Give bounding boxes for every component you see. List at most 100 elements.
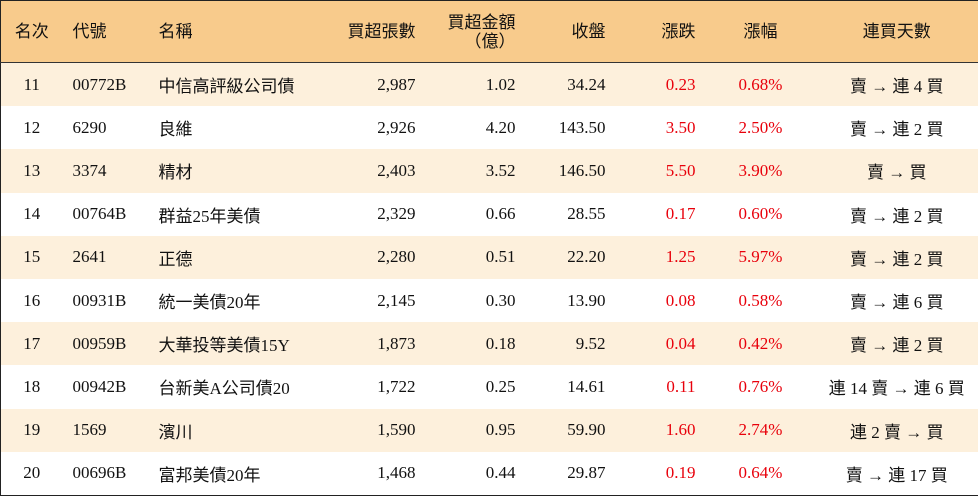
change-pct-cell: 0.64%	[738, 463, 783, 483]
streak-cell: 連 2 賣 → 買	[815, 408, 978, 452]
net-buy-amount-cell: 0.25	[485, 376, 516, 396]
code-cell: 3374	[62, 149, 149, 193]
header-row: 名次 代號 名稱 買超張數 買超金額 （億） 收盤 漲跌 漲幅 連買天數	[0, 0, 978, 63]
net-buy-lots-cell: 2,403	[330, 149, 426, 193]
column-header: 收盤	[525, 0, 616, 63]
column-header: 買超張數	[330, 0, 426, 63]
rank-cell: 11	[0, 62, 63, 107]
net-buy-amount-cell: 0.30	[485, 290, 516, 310]
close-cell: 22.20	[525, 235, 616, 279]
change-cell: 1.25	[615, 235, 706, 279]
streak-cell: 賣 → 連 6 買	[850, 293, 944, 313]
rank-cell: 15	[0, 235, 63, 279]
table-row: 18 00942B 台新美A公司債20 1,722 0.25 14.61 0.11 0.76%…	[1, 365, 978, 408]
change-pct-cell: 0.42%	[705, 322, 816, 366]
streak-cell: 賣 → 連 2 買	[850, 120, 944, 140]
column-header: 名稱	[148, 0, 331, 63]
rank-cell: 13	[0, 149, 63, 193]
name-cell: 大華投等美債15Y	[148, 322, 331, 366]
name-cell: 台新美A公司債20	[158, 379, 290, 399]
close-cell: 59.90	[525, 408, 616, 452]
change-pct-cell: 0.58%	[738, 290, 783, 310]
code-cell: 00772B	[62, 62, 149, 107]
code-cell: 00764B	[72, 204, 127, 224]
close-cell: 143.50	[558, 117, 606, 137]
name-cell: 精材	[148, 149, 331, 193]
column-header: 買超金額 （億）	[425, 0, 526, 63]
close-cell: 9.52	[525, 322, 616, 366]
change-pct-cell: 0.68%	[705, 62, 816, 107]
table-row: 16 00931B 統一美債20年 2,145 0.30 13.90 0.08 0.58% 賣 …	[1, 279, 978, 322]
net-buy-lots-cell: 1,590	[330, 408, 426, 452]
streak-cell: 賣 → 連 2 買	[850, 206, 944, 226]
name-cell: 統一美債20年	[158, 293, 261, 313]
name-cell: 群益25年美債	[158, 206, 261, 226]
close-cell: 146.50	[525, 149, 616, 193]
streak-cell: 賣 → 連 4 買	[815, 62, 978, 107]
column-header: 漲跌	[615, 0, 706, 63]
streak-cell: 賣 → 連 17 買	[845, 465, 948, 485]
streak-cell: 賣 → 連 2 買	[815, 235, 978, 279]
table-row: 15 2641 正德 2,280 0.51 22.20 1.25 5.97% 賣 → 連 2 買	[0, 235, 978, 279]
net-buy-amount-cell: 0.44	[485, 463, 516, 483]
net-buy-lots-cell: 1,873	[330, 322, 426, 366]
change-pct-cell: 0.76%	[738, 376, 783, 396]
name-cell: 中信高評級公司債	[148, 62, 331, 107]
code-cell: 2641	[62, 235, 149, 279]
close-cell: 28.55	[567, 204, 606, 224]
streak-cell: 賣 → 買	[815, 149, 978, 193]
change-pct-cell: 3.90%	[705, 149, 816, 193]
change-pct-cell: 0.60%	[738, 204, 783, 224]
close-cell: 34.24	[525, 62, 616, 107]
rank-cell: 14	[23, 204, 41, 224]
table-row: 11 00772B 中信高評級公司債 2,987 1.02 34.24 0.23 0.68% 賣…	[0, 62, 978, 107]
net-buy-lots-cell: 2,280	[330, 235, 426, 279]
table-row: 14 00764B 群益25年美債 2,329 0.66 28.55 0.17 0.60% 賣 …	[1, 193, 978, 236]
code-cell: 00959B	[62, 322, 149, 366]
code-cell: 00931B	[72, 290, 127, 310]
change-cell: 0.17	[665, 204, 696, 224]
close-cell: 14.61	[567, 376, 606, 396]
table-row: 13 3374 精材 2,403 3.52 146.50 5.50 3.90% 賣 → 買	[0, 149, 978, 193]
streak-cell: 賣 → 連 2 買	[815, 322, 978, 366]
column-header: 名次	[0, 0, 63, 63]
table-row: 20 00696B 富邦美債20年 1,468 0.44 29.87 0.19 0.64% 賣 …	[1, 452, 978, 496]
change-cell: 0.08	[665, 290, 696, 310]
change-pct-cell: 2.74%	[705, 408, 816, 452]
streak-cell: 連 14 賣 → 連 6 買	[828, 379, 965, 399]
code-cell: 00696B	[72, 463, 127, 483]
table-row: 19 1569 濱川 1,590 0.95 59.90 1.60 2.74% 連 2 賣 → 買	[0, 408, 978, 452]
net-buy-amount-cell: 1.02	[425, 62, 526, 107]
table-body: 11 00772B 中信高評級公司債 2,987 1.02 34.24 0.23 0.68% 賣…	[0, 62, 978, 496]
net-buy-lots-cell: 2,926	[377, 117, 416, 137]
name-cell: 濱川	[148, 408, 331, 452]
name-cell: 良維	[158, 120, 193, 140]
net-buy-amount-cell: 0.95	[425, 408, 526, 452]
change-pct-cell: 2.50%	[738, 117, 783, 137]
rank-cell: 16	[23, 290, 41, 310]
net-buy-amount-cell: 3.52	[425, 149, 526, 193]
change-cell: 0.23	[615, 62, 706, 107]
column-header: 漲幅	[705, 0, 816, 63]
rank-cell: 19	[0, 408, 63, 452]
table-row: 17 00959B 大華投等美債15Y 1,873 0.18 9.52 0.04 0.42% 賣…	[0, 322, 978, 366]
name-cell: 富邦美債20年	[158, 465, 261, 485]
change-cell: 3.50	[665, 117, 696, 137]
column-header: 連買天數	[815, 0, 978, 63]
change-cell: 0.11	[666, 376, 696, 396]
change-cell: 0.19	[665, 463, 696, 483]
code-cell: 00942B	[72, 376, 127, 396]
net-buy-lots-cell: 1,468	[377, 463, 416, 483]
change-cell: 0.04	[615, 322, 706, 366]
net-buy-lots-cell: 1,722	[377, 376, 416, 396]
code-cell: 1569	[62, 408, 149, 452]
net-buy-amount-cell: 0.51	[425, 235, 526, 279]
rank-cell: 18	[23, 376, 41, 396]
rank-cell: 20	[23, 463, 41, 483]
name-cell: 正德	[148, 235, 331, 279]
close-cell: 13.90	[567, 290, 606, 310]
net-buy-lots-cell: 2,329	[377, 204, 416, 224]
table-row: 12 6290 良維 2,926 4.20 143.50 3.50 2.50% 賣 → 連 2 …	[1, 106, 978, 149]
net-buy-amount-cell: 0.18	[425, 322, 526, 366]
